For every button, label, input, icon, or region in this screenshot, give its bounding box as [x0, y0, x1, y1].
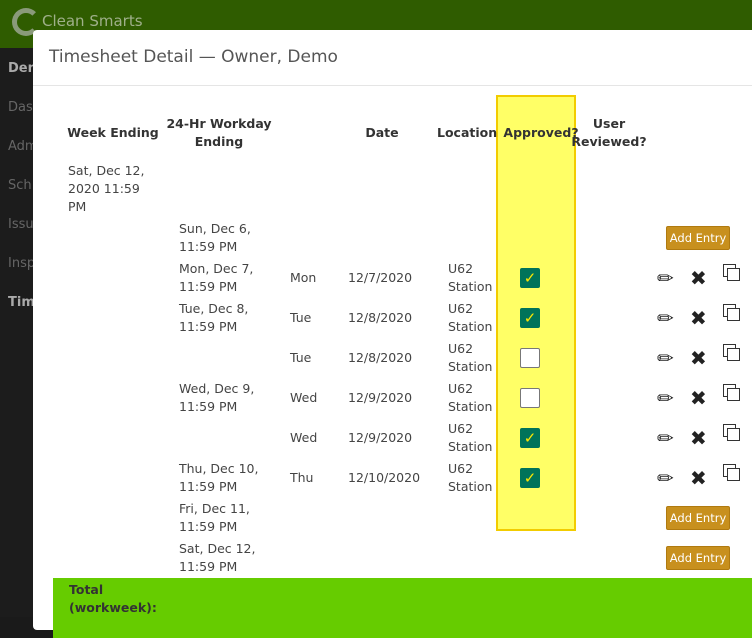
- delete-x-icon[interactable]: ✖: [690, 346, 707, 370]
- day: Thu: [290, 470, 314, 485]
- day: Tue: [290, 350, 312, 365]
- edit-pencil-icon[interactable]: ✏: [657, 266, 674, 290]
- day: Mon: [290, 270, 317, 285]
- brand-name: Clean Smarts: [42, 12, 143, 30]
- approved-checkbox[interactable]: [520, 388, 540, 408]
- delete-x-icon[interactable]: ✖: [690, 386, 707, 410]
- delete-x-icon[interactable]: ✖: [690, 466, 707, 490]
- edit-pencil-icon[interactable]: ✏: [657, 386, 674, 410]
- header-approved: Approved?: [503, 125, 579, 140]
- sidebar-item[interactable]: Dem: [8, 61, 42, 76]
- delete-x-icon[interactable]: ✖: [690, 266, 707, 290]
- day: Wed: [290, 430, 318, 445]
- date: 12/9/2020: [348, 390, 413, 405]
- date: 12/7/2020: [348, 270, 413, 285]
- header-user-reviewed: User Reviewed?: [571, 116, 647, 149]
- approved-checkbox[interactable]: ✓: [520, 428, 540, 448]
- header-location: Location: [437, 125, 498, 140]
- header-workday: 24-Hr Workday Ending: [166, 116, 272, 149]
- header-week-ending: Week Ending: [67, 125, 159, 140]
- delete-x-icon[interactable]: ✖: [690, 306, 707, 330]
- approved-checkbox[interactable]: [520, 348, 540, 368]
- total-label: Total (workweek):: [69, 582, 157, 615]
- workday-ending: Thu, Dec 10, 11:59 PM: [179, 461, 259, 494]
- location: U62 Station: [448, 261, 493, 294]
- edit-pencil-icon[interactable]: ✏: [657, 306, 674, 330]
- day: Wed: [290, 390, 318, 405]
- total-row: Total (workweek):: [53, 578, 752, 638]
- date: 12/10/2020: [348, 470, 421, 485]
- add-entry-button[interactable]: Add Entry: [666, 226, 730, 250]
- edit-pencil-icon[interactable]: ✏: [657, 426, 674, 450]
- location: U62 Station: [448, 341, 493, 374]
- add-entry-button[interactable]: Add Entry: [666, 506, 730, 530]
- sidebar-item[interactable]: Insp: [8, 256, 36, 271]
- sidebar-item[interactable]: Das: [8, 100, 33, 115]
- date: 12/9/2020: [348, 430, 413, 445]
- edit-pencil-icon[interactable]: ✏: [657, 346, 674, 370]
- location: U62 Station: [448, 301, 493, 334]
- sidebar-item[interactable]: Adm: [8, 139, 38, 154]
- date: 12/8/2020: [348, 310, 413, 325]
- date: 12/8/2020: [348, 350, 413, 365]
- location: U62 Station: [448, 461, 493, 494]
- sidebar-item[interactable]: Issu: [8, 217, 34, 232]
- logo-icon: [12, 8, 40, 36]
- workday-ending: Mon, Dec 7, 11:59 PM: [179, 261, 254, 294]
- header-date: Date: [365, 125, 399, 140]
- location: U62 Station: [448, 421, 493, 454]
- workday-ending: Sat, Dec 12, 11:59 PM: [179, 541, 256, 574]
- sidebar-item[interactable]: Tim: [8, 295, 35, 310]
- approved-checkbox[interactable]: ✓: [520, 308, 540, 328]
- day: Tue: [290, 310, 312, 325]
- approved-checkbox[interactable]: ✓: [520, 268, 540, 288]
- modal-title: Timesheet Detail — Owner, Demo: [49, 47, 338, 67]
- add-entry-button[interactable]: Add Entry: [666, 546, 730, 570]
- workday-ending: Tue, Dec 8, 11:59 PM: [179, 301, 249, 334]
- workday-ending: Fri, Dec 11, 11:59 PM: [179, 501, 250, 534]
- sidebar-item[interactable]: Sch: [8, 178, 32, 193]
- delete-x-icon[interactable]: ✖: [690, 426, 707, 450]
- workday-ending: Sun, Dec 6, 11:59 PM: [179, 221, 251, 254]
- approved-checkbox[interactable]: ✓: [520, 468, 540, 488]
- week-ending-value: Sat, Dec 12, 2020 11:59 PM: [68, 163, 145, 214]
- divider: [33, 85, 752, 86]
- location: U62 Station: [448, 381, 493, 414]
- edit-pencil-icon[interactable]: ✏: [657, 466, 674, 490]
- timesheet-modal: Timesheet Detail — Owner, Demo Week Endi…: [33, 30, 752, 638]
- workday-ending: Wed, Dec 9, 11:59 PM: [179, 381, 255, 414]
